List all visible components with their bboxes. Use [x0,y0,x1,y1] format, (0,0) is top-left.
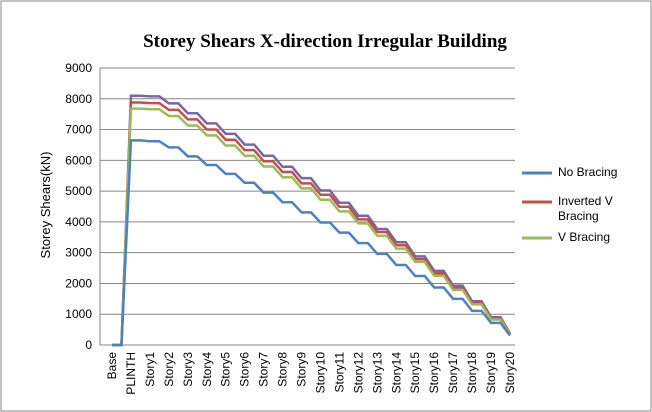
x-tick-label: PLINTH [124,352,138,395]
y-tick-label: 7000 [65,123,92,137]
x-tick-label: Story20 [503,352,517,394]
series-line [112,94,512,347]
y-tick-label: 8000 [65,92,92,106]
x-tick-label: Story13 [370,352,384,394]
y-tick-label: 6000 [65,153,92,167]
y-tick-label: 3000 [65,246,92,260]
x-tick-label: Story6 [238,352,252,387]
y-tick-label: 1000 [65,307,92,321]
y-axis-label: Storey Shears(kN) [38,152,53,259]
x-tick-label: Story11 [332,352,346,393]
series-line [112,107,512,347]
legend-label: V Bracing [558,230,611,244]
x-tick-label: Story10 [313,352,327,394]
x-tick-label: Story2 [162,352,176,387]
y-tick-label: 9000 [65,61,92,75]
y-tick-label: 0 [85,338,92,352]
x-tick-label: Story12 [351,352,365,394]
legend-label: No Bracing [558,165,618,179]
series-line [112,139,511,347]
x-tick-label: Story8 [276,352,290,387]
x-tick-label: Story16 [427,352,441,394]
y-tick-label: 4000 [65,215,92,229]
y-tick-label: 5000 [65,184,92,198]
series-line [112,101,512,347]
x-tick-label: Story15 [408,352,422,394]
x-tick-label: Story14 [389,352,403,394]
x-tick-label: Story1 [143,352,157,387]
x-tick-label: Base [105,352,119,380]
x-tick-label: Story3 [181,352,195,387]
x-tick-label: Story7 [257,352,271,387]
x-tick-label: Story4 [200,352,214,387]
x-tick-label: Story5 [219,352,233,387]
x-tick-label: Story18 [465,352,479,394]
chart-title: Storey Shears X-direction Irregular Buil… [143,31,507,52]
y-tick-label: 2000 [65,276,92,290]
x-tick-label: Story9 [295,352,309,387]
legend-label: Inverted V Bracing [558,194,613,223]
x-tick-label: Story19 [484,352,498,394]
x-tick-label: Story17 [446,352,460,394]
